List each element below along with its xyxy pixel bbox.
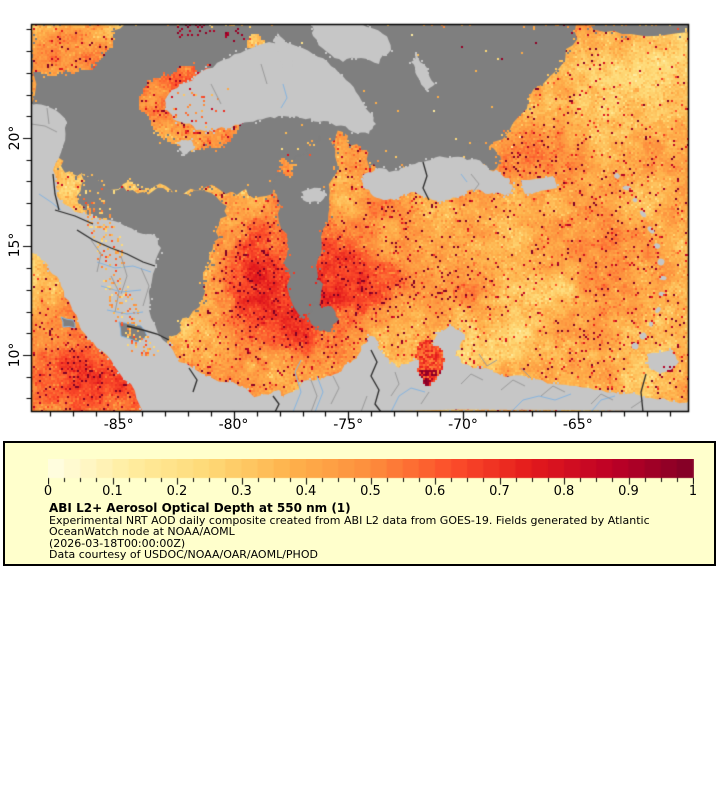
colorbar-tick-label: 0.1	[102, 484, 123, 499]
x-tick-label: -80°	[218, 417, 249, 433]
colorbar-tick-label: 0.2	[166, 484, 188, 499]
y-tick-label: 15°	[7, 232, 23, 258]
legend-title: ABI L2+ Aerosol Optical Depth at 550 nm …	[49, 501, 351, 515]
colorbar-tick-label: 0.7	[489, 484, 510, 499]
colorbar	[48, 459, 694, 485]
y-tick-label: 20°	[7, 125, 23, 151]
colorbar-tick-label: 1	[688, 484, 698, 499]
aod-map-canvas	[0, 0, 720, 436]
x-tick-label: -85°	[103, 417, 134, 433]
legend-line: (2026-03-18T00:00:00Z)	[49, 536, 186, 550]
colorbar-tick-label: 0	[43, 484, 53, 499]
colorbar-tick-label: 0.5	[360, 484, 381, 499]
colorbar-tick-label: 0.8	[553, 484, 575, 499]
legend-line: Experimental NRT AOD daily composite cre…	[49, 514, 650, 527]
y-tick-label: 10°	[7, 342, 23, 368]
colorbar-tick-label: 0.4	[295, 484, 317, 499]
legend-panel: 0 0.1 0.2 0.3 0.4 0.5 0.6 0.7 0.8 0.9 1 …	[3, 441, 716, 566]
colorbar-tick-label: 0.9	[618, 484, 639, 499]
colorbar-tick-label: 0.3	[231, 484, 252, 499]
x-tick-label: -70°	[448, 417, 478, 433]
legend-description: Experimental NRT AOD daily composite cre…	[49, 515, 650, 561]
colorbar-tick-label: 0.6	[424, 484, 446, 499]
x-tick-label: -75°	[333, 417, 364, 433]
legend-line: Data courtesy of USDOC/NOAA/OAR/AOML/PHO…	[49, 548, 318, 562]
x-tick-label: -65°	[562, 417, 593, 433]
legend-line: OceanWatch node at NOAA/AOML	[49, 525, 235, 539]
